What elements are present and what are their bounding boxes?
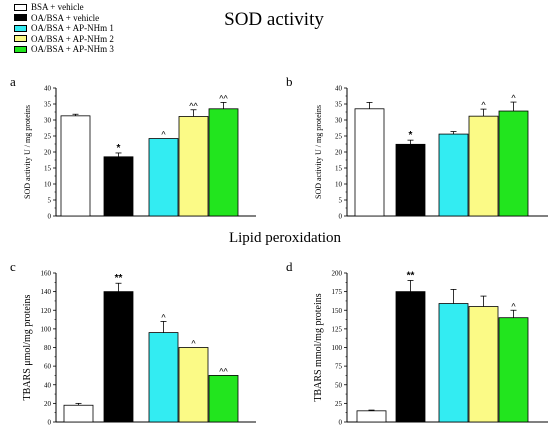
bar	[356, 410, 387, 423]
legend-item: OA/BSA + AP-NHm 3	[14, 44, 114, 55]
panel-label: d	[286, 259, 293, 274]
bar	[208, 108, 239, 217]
sod-section-title: SOD activity	[224, 9, 324, 30]
y-tick-label: 25	[335, 400, 343, 408]
significance-mark: ^^	[219, 366, 228, 376]
legend-swatch	[14, 3, 27, 11]
y-tick-label: 20	[44, 400, 52, 408]
legend-label: OA/BSA + AP-NHm 1	[31, 23, 114, 34]
bar	[178, 347, 209, 423]
bar	[148, 138, 179, 217]
bar	[438, 303, 469, 423]
legend-item: BSA + vehicle	[14, 2, 114, 13]
significance-mark: ^	[511, 93, 516, 103]
y-tick-label: 10	[335, 181, 343, 189]
bar	[60, 115, 91, 217]
y-axis-label: TBARS μmol/mg proteins	[22, 294, 33, 400]
significance-mark: **	[115, 273, 123, 284]
legend-item: OA/BSA + vehicle	[14, 13, 114, 24]
y-tick-label: 35	[44, 101, 52, 109]
legend: BSA + vehicle OA/BSA + vehicle OA/BSA + AP…	[14, 2, 114, 55]
y-tick-label: 140	[41, 288, 52, 296]
y-tick-label: 75	[335, 363, 343, 371]
significance-mark: *	[409, 130, 413, 141]
y-tick-label: 0	[339, 213, 343, 221]
significance-mark: *	[117, 143, 121, 154]
y-tick-label: 50	[335, 381, 343, 389]
bar	[498, 110, 529, 217]
y-tick-label: 35	[335, 101, 343, 109]
significance-mark: ^	[511, 301, 516, 311]
y-axis-label: SOD activity U / mg proteins	[23, 105, 32, 199]
y-tick-label: 120	[41, 307, 52, 315]
bar	[208, 375, 239, 423]
y-axis-label: SOD activity U / mg proteins	[314, 105, 323, 199]
y-tick-label: 40	[335, 85, 343, 93]
y-tick-label: 25	[44, 133, 52, 141]
y-tick-label: 20	[335, 149, 343, 157]
panel-label: c	[10, 259, 16, 274]
legend-label: OA/BSA + vehicle	[31, 12, 100, 23]
panel-label: a	[10, 74, 16, 89]
legend-item: OA/BSA + AP-NHm 2	[14, 34, 114, 45]
y-tick-label: 175	[332, 288, 343, 296]
significance-mark: ^	[191, 339, 196, 349]
lipid-section-title: Lipid peroxidation	[228, 230, 342, 246]
y-tick-label: 30	[44, 117, 52, 125]
significance-mark: ^^	[219, 93, 228, 103]
y-tick-label: 0	[48, 419, 52, 427]
y-tick-label: 150	[332, 307, 343, 315]
bar	[468, 306, 499, 423]
y-tick-label: 100	[332, 344, 343, 352]
y-tick-label: 0	[339, 419, 343, 427]
y-axis-label: TBARS mmol/mg proteins	[313, 293, 324, 401]
y-tick-label: 5	[339, 197, 343, 205]
bar	[438, 133, 469, 217]
y-tick-label: 200	[332, 270, 343, 278]
legend-label: OA/BSA + AP-NHm 3	[31, 44, 114, 55]
significance-mark: ^	[161, 312, 166, 322]
bar	[468, 115, 499, 217]
legend-label: BSA + vehicle	[31, 2, 84, 13]
significance-mark: **	[407, 270, 415, 281]
legend-label: OA/BSA + AP-NHm 2	[31, 33, 114, 44]
panel-label: b	[286, 74, 293, 89]
y-tick-label: 40	[44, 381, 52, 389]
significance-mark: ^^	[189, 101, 198, 111]
y-tick-label: 40	[44, 85, 52, 93]
bar	[178, 116, 209, 217]
y-tick-label: 5	[48, 197, 52, 205]
bar	[498, 317, 529, 423]
bar	[148, 332, 179, 423]
legend-swatch	[14, 14, 27, 22]
y-tick-label: 15	[335, 165, 343, 173]
y-tick-label: 15	[44, 165, 52, 173]
y-tick-label: 30	[335, 117, 343, 125]
y-tick-label: 80	[44, 344, 52, 352]
bar	[395, 291, 426, 423]
y-tick-label: 20	[44, 149, 52, 157]
bar	[103, 156, 134, 217]
y-tick-label: 0	[48, 213, 52, 221]
y-tick-label: 100	[41, 325, 52, 333]
y-tick-label: 125	[332, 325, 343, 333]
y-tick-label: 10	[44, 181, 52, 189]
bar	[395, 143, 426, 217]
y-tick-label: 60	[44, 363, 52, 371]
legend-item: OA/BSA + AP-NHm 1	[14, 23, 114, 34]
significance-mark: ^	[481, 100, 486, 110]
legend-swatch	[14, 45, 27, 53]
bar	[103, 291, 134, 423]
bar	[63, 404, 94, 423]
bar	[354, 108, 385, 217]
y-tick-label: 25	[335, 133, 343, 141]
y-tick-label: 160	[41, 270, 52, 278]
legend-swatch	[14, 24, 27, 32]
legend-swatch	[14, 35, 27, 43]
significance-mark: ^	[161, 130, 166, 140]
